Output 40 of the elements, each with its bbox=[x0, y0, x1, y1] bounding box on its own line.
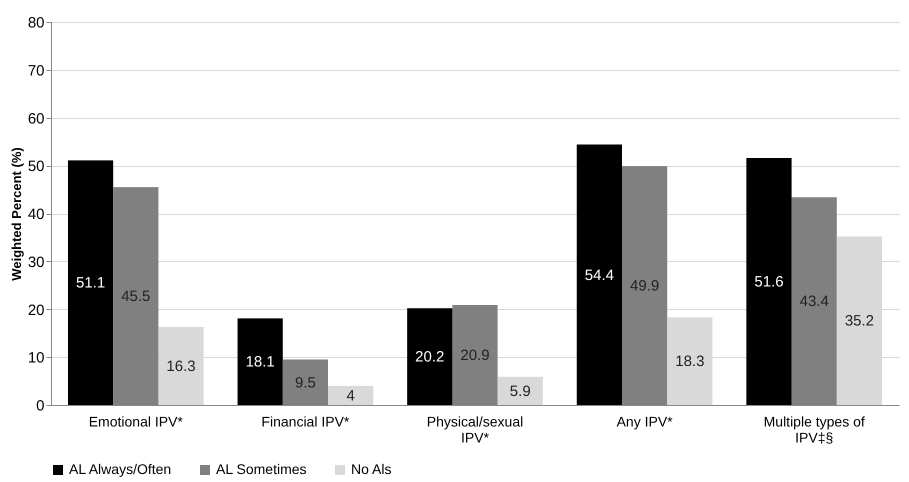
legend-label: AL Always/Often bbox=[69, 461, 172, 477]
data-label: 18.1 bbox=[246, 354, 275, 371]
data-label: 51.6 bbox=[754, 273, 784, 290]
data-label: 4 bbox=[346, 387, 355, 404]
y-tick-label: 30 bbox=[28, 254, 44, 271]
bar bbox=[238, 318, 283, 405]
data-label: 20.2 bbox=[415, 348, 444, 366]
data-label: 5.9 bbox=[510, 382, 531, 400]
legend-label: AL Sometimes bbox=[216, 461, 307, 477]
y-tick-label: 20 bbox=[28, 302, 44, 319]
y-tick-label: 70 bbox=[28, 62, 44, 80]
data-label: 54.4 bbox=[584, 266, 614, 284]
bar bbox=[407, 308, 452, 405]
data-label: 16.3 bbox=[166, 358, 196, 375]
bar bbox=[576, 144, 622, 405]
bar bbox=[746, 158, 792, 405]
data-label: 18.3 bbox=[675, 353, 704, 370]
data-label: 51.1 bbox=[76, 274, 106, 292]
x-tick-label: Physical/sexual IPV* bbox=[426, 414, 524, 446]
y-tick-label: 0 bbox=[36, 398, 44, 414]
y-axis-title: Weighted Percent (%) bbox=[8, 147, 24, 281]
bar bbox=[498, 376, 543, 405]
x-tick-label: Multiple types of IPV‡§ bbox=[764, 414, 865, 446]
y-tick-label: 80 bbox=[28, 14, 44, 32]
data-label: 49.9 bbox=[630, 278, 660, 295]
bar bbox=[68, 160, 114, 405]
data-label: 35.2 bbox=[844, 312, 874, 330]
y-tick-label: 60 bbox=[28, 110, 44, 128]
x-tick-label: Any IPV* bbox=[616, 414, 674, 430]
x-tick-label: Emotional IPV* bbox=[88, 414, 184, 430]
y-tick-label: 10 bbox=[28, 350, 44, 367]
data-label: 45.5 bbox=[121, 288, 150, 306]
y-tick-label: 40 bbox=[28, 206, 44, 223]
bar bbox=[328, 386, 374, 405]
y-tick-label: 50 bbox=[28, 158, 44, 176]
data-label: 9.5 bbox=[294, 374, 316, 392]
x-tick-label: Financial IPV* bbox=[261, 414, 350, 430]
legend-label: No Als bbox=[351, 461, 392, 477]
data-label: 20.9 bbox=[460, 346, 490, 364]
data-label: 43.4 bbox=[800, 293, 829, 310]
